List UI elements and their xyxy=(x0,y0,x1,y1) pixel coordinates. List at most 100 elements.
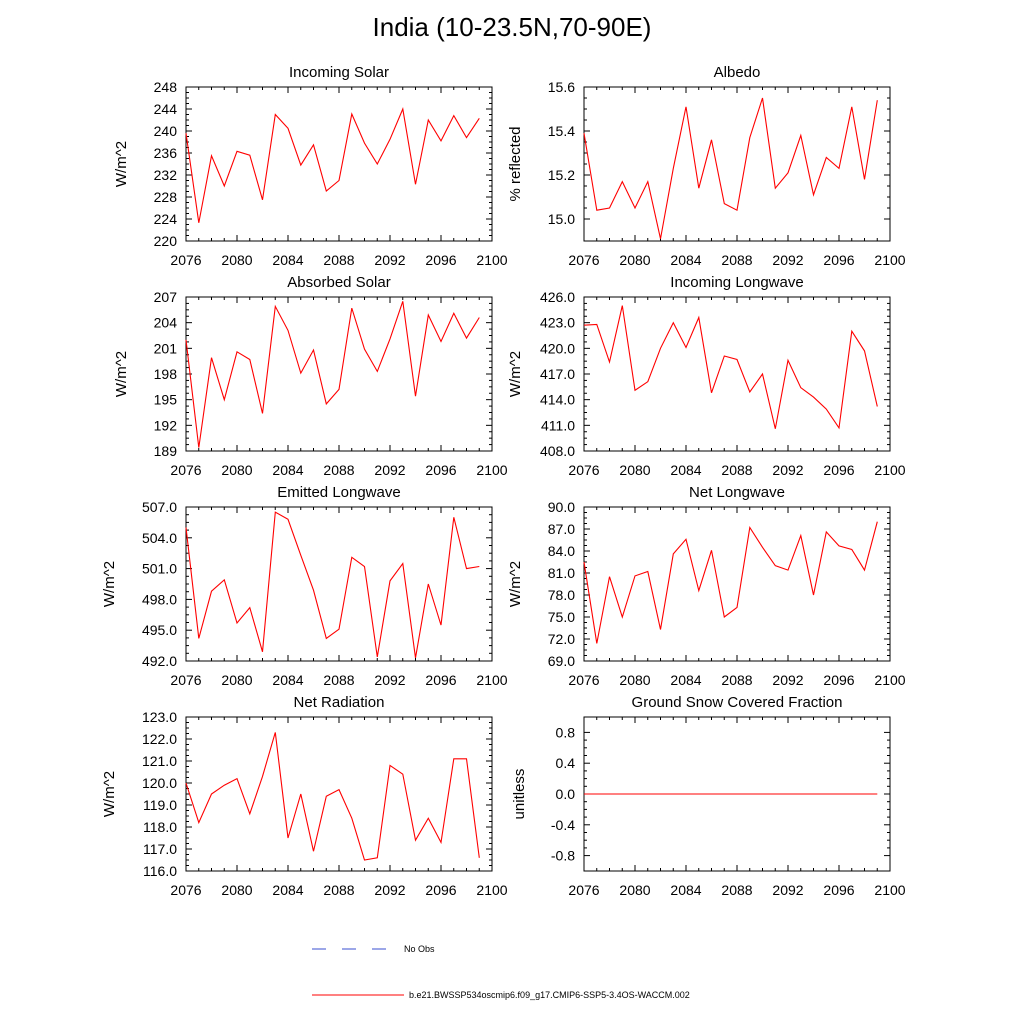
y-tick-label: 204 xyxy=(154,315,178,331)
x-tick-label: 2080 xyxy=(221,252,252,268)
y-tick-label: 121.0 xyxy=(142,753,177,769)
y-tick-label: 232 xyxy=(154,167,178,183)
y-tick-label: 236 xyxy=(154,145,178,161)
x-tick-label: 2088 xyxy=(721,462,752,478)
y-tick-label: 207 xyxy=(154,289,178,305)
y-tick-label: 81.0 xyxy=(548,565,575,581)
series-line xyxy=(185,107,480,223)
y-tick-label: 0.8 xyxy=(556,724,576,740)
y-tick-label: 198 xyxy=(154,366,178,382)
y-tick-label: 492.0 xyxy=(142,653,177,669)
x-tick-label: 2076 xyxy=(568,882,599,898)
x-tick-label: 2080 xyxy=(619,462,650,478)
y-tick-label: 69.0 xyxy=(548,653,575,669)
x-tick-label: 2092 xyxy=(772,462,803,478)
x-tick-label: 2084 xyxy=(670,672,701,688)
x-tick-label: 2092 xyxy=(772,672,803,688)
x-tick-label: 2100 xyxy=(476,882,507,898)
y-tick-label: 244 xyxy=(154,101,178,117)
legend-label-no-obs: No Obs xyxy=(404,944,435,954)
x-tick-label: 2092 xyxy=(772,882,803,898)
y-tick-label: 15.6 xyxy=(548,79,575,95)
y-tick-label: -0.8 xyxy=(551,848,575,864)
y-tick-label: 195 xyxy=(154,392,178,408)
y-tick-label: 75.0 xyxy=(548,609,575,625)
y-tick-label: 119.0 xyxy=(143,797,177,813)
series-line xyxy=(185,301,480,448)
x-tick-label: 2092 xyxy=(374,882,405,898)
y-axis-label: unitless xyxy=(511,769,528,820)
plot-frame xyxy=(185,716,493,872)
figure-title: India (10-23.5N,70-90E) xyxy=(372,12,652,42)
x-tick-label: 2080 xyxy=(221,672,252,688)
chart-title: Incoming Longwave xyxy=(670,274,803,291)
x-tick-label: 2088 xyxy=(721,252,752,268)
x-tick-label: 2076 xyxy=(170,882,201,898)
x-tick-label: 2084 xyxy=(272,462,303,478)
y-tick-label: 224 xyxy=(154,211,178,227)
x-tick-label: 2080 xyxy=(619,882,650,898)
plot-frame xyxy=(583,296,891,452)
x-tick-label: 2088 xyxy=(323,672,354,688)
x-tick-label: 2076 xyxy=(568,462,599,478)
y-tick-label: 90.0 xyxy=(548,499,575,515)
y-axis-label: W/m^2 xyxy=(507,561,524,607)
x-tick-label: 2088 xyxy=(721,882,752,898)
y-axis-label: W/m^2 xyxy=(113,141,130,187)
y-tick-label: 248 xyxy=(154,79,178,95)
y-tick-label: 72.0 xyxy=(548,631,575,647)
x-tick-label: 2076 xyxy=(568,672,599,688)
y-axis-label: W/m^2 xyxy=(507,351,524,397)
x-tick-label: 2080 xyxy=(619,672,650,688)
chart-incoming-solar: Incoming Solar W/m^2 2076 2080 2084 2088 2092 2… xyxy=(113,64,508,268)
y-tick-label: 504.0 xyxy=(142,530,177,546)
x-tick-label: 2096 xyxy=(823,882,854,898)
x-tick-label: 2100 xyxy=(874,672,905,688)
y-tick-label: 15.4 xyxy=(548,123,575,139)
y-tick-label: 426.0 xyxy=(540,289,575,305)
x-tick-label: 2100 xyxy=(476,462,507,478)
chart-incoming-longwave: Incoming Longwave W/m^2 2076 2080 2084 2088 20… xyxy=(507,274,906,478)
y-tick-label: 122.0 xyxy=(142,731,177,747)
chart-albedo: Albedo % reflected 2076 2080 2084 2088 2092 209… xyxy=(507,64,906,268)
series-line xyxy=(185,732,480,861)
plot-frame xyxy=(185,296,493,452)
x-tick-label: 2096 xyxy=(425,882,456,898)
x-tick-label: 2096 xyxy=(425,252,456,268)
x-tick-label: 2084 xyxy=(272,252,303,268)
y-tick-label: 420.0 xyxy=(540,340,575,356)
x-tick-label: 2100 xyxy=(874,462,905,478)
series-line xyxy=(583,521,878,644)
y-tick-label: 501.0 xyxy=(142,561,177,577)
x-tick-label: 2100 xyxy=(874,252,905,268)
x-tick-label: 2080 xyxy=(221,882,252,898)
x-tick-label: 2088 xyxy=(721,672,752,688)
y-tick-label: 123.0 xyxy=(142,709,177,725)
chart-title: Absorbed Solar xyxy=(287,274,390,291)
x-tick-label: 2096 xyxy=(823,672,854,688)
x-tick-label: 2088 xyxy=(323,462,354,478)
chart-net-longwave: Net Longwave W/m^2 2076 2080 2084 2088 2092 209… xyxy=(507,484,906,688)
y-tick-label: 84.0 xyxy=(548,543,575,559)
x-tick-label: 2088 xyxy=(323,252,354,268)
x-tick-label: 2088 xyxy=(323,882,354,898)
y-tick-label: -0.4 xyxy=(551,817,575,833)
legend-label-model: b.e21.BWSSP534oscmip6.f09_g17.CMIP6-SSP5… xyxy=(409,990,690,1000)
y-tick-label: 189 xyxy=(154,443,178,459)
y-tick-label: 0.0 xyxy=(556,786,576,802)
plot-frame xyxy=(583,506,891,662)
x-tick-label: 2092 xyxy=(374,252,405,268)
y-tick-label: 408.0 xyxy=(540,443,575,459)
series-line xyxy=(583,97,878,239)
x-tick-label: 2084 xyxy=(272,672,303,688)
chart-title: Net Radiation xyxy=(294,694,385,711)
chart-absorbed-solar: Absorbed Solar W/m^2 2076 2080 2084 2088 2092 2… xyxy=(113,274,508,478)
x-tick-label: 2080 xyxy=(221,462,252,478)
x-tick-label: 2084 xyxy=(670,462,701,478)
x-tick-label: 2076 xyxy=(170,252,201,268)
chart-emitted-longwave: Emitted Longwave W/m^2 2076 2080 2084 2088 209… xyxy=(101,484,508,688)
y-tick-label: 411.0 xyxy=(541,417,575,433)
y-axis-label: % reflected xyxy=(507,126,524,201)
